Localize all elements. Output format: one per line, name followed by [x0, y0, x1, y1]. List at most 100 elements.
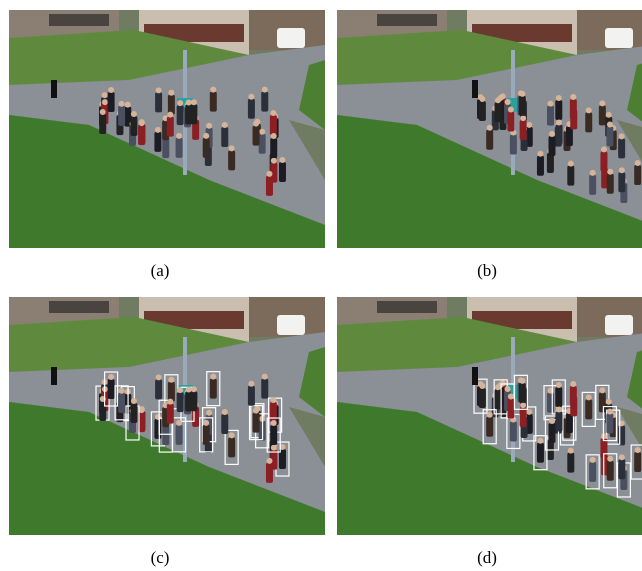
head [102, 99, 108, 105]
head [556, 407, 562, 413]
person [585, 399, 592, 419]
person [177, 105, 184, 125]
head [635, 447, 641, 453]
head [253, 121, 259, 127]
person [108, 92, 115, 112]
head [229, 145, 235, 151]
caption: (b) [477, 261, 497, 280]
person [556, 125, 563, 145]
head [156, 374, 162, 380]
head [271, 445, 277, 451]
head [206, 410, 212, 416]
head [607, 409, 613, 415]
person [479, 101, 486, 121]
head [519, 378, 525, 384]
head [556, 382, 562, 388]
head [108, 374, 114, 380]
head [607, 122, 613, 128]
person [154, 419, 161, 439]
building-windows [377, 301, 437, 313]
head [167, 112, 173, 118]
head [262, 87, 268, 93]
person [585, 112, 592, 132]
person [210, 379, 217, 399]
head [537, 151, 543, 157]
person [537, 156, 544, 176]
photo [9, 297, 325, 535]
person [99, 114, 106, 134]
person [520, 120, 527, 140]
head [508, 394, 514, 400]
person [599, 105, 606, 125]
building-windows [377, 14, 437, 26]
head [479, 96, 485, 102]
person [570, 386, 577, 406]
person [472, 80, 478, 98]
person [228, 150, 235, 170]
person [154, 132, 161, 152]
person [607, 174, 614, 194]
person [510, 134, 517, 154]
person [167, 117, 174, 137]
head [271, 133, 277, 139]
person [606, 414, 613, 434]
person [589, 175, 596, 195]
person [51, 80, 57, 98]
person [600, 151, 607, 171]
person [176, 138, 183, 158]
head [168, 90, 174, 96]
person [567, 453, 574, 473]
head [210, 87, 216, 93]
head [487, 412, 493, 418]
head [619, 133, 625, 139]
head [568, 161, 574, 167]
head [586, 107, 592, 113]
figure: (a) (b) (c) (d) [0, 0, 642, 571]
person [266, 463, 273, 483]
head [599, 100, 605, 106]
person [589, 462, 596, 482]
head [270, 110, 276, 116]
head [156, 87, 162, 93]
person [203, 138, 210, 158]
head [519, 91, 525, 97]
person [155, 379, 162, 399]
person [168, 382, 175, 402]
person [259, 134, 266, 154]
person [519, 383, 526, 403]
head [607, 169, 613, 175]
person [618, 138, 625, 158]
head [191, 99, 197, 105]
head [262, 374, 268, 380]
head [203, 133, 209, 139]
head [210, 374, 216, 380]
person [607, 461, 614, 481]
person [520, 407, 527, 427]
person [606, 127, 613, 147]
head [266, 171, 272, 177]
head [248, 94, 254, 100]
van [277, 28, 305, 48]
head [599, 387, 605, 393]
person [279, 162, 286, 182]
head [570, 381, 576, 387]
person [495, 389, 502, 409]
head [619, 454, 625, 460]
person [537, 443, 544, 463]
head [222, 122, 228, 128]
person [261, 92, 268, 112]
person [634, 452, 641, 472]
person [486, 417, 493, 437]
head [186, 100, 192, 106]
head [635, 160, 641, 166]
person [138, 125, 145, 145]
head [131, 111, 137, 117]
person [167, 404, 174, 424]
head [191, 386, 197, 392]
person [130, 403, 137, 423]
person [548, 136, 555, 156]
head [570, 94, 576, 100]
caption: (c) [151, 548, 170, 567]
person [507, 112, 514, 132]
head [568, 448, 574, 454]
